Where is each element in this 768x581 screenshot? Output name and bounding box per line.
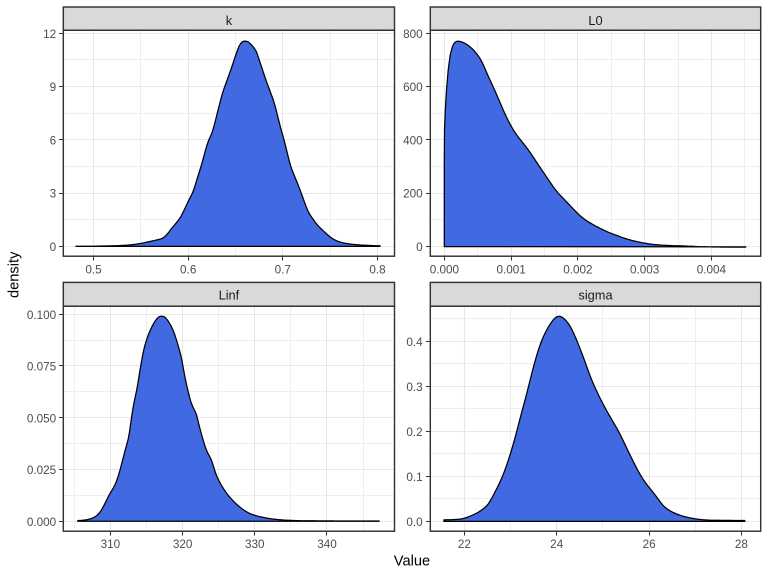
svg-text:0.5: 0.5 xyxy=(85,264,102,277)
svg-text:0.004: 0.004 xyxy=(697,264,727,277)
svg-text:330: 330 xyxy=(245,538,265,551)
svg-text:320: 320 xyxy=(173,538,193,551)
svg-text:Value: Value xyxy=(394,554,430,570)
svg-text:0.025: 0.025 xyxy=(27,464,57,477)
svg-text:0.075: 0.075 xyxy=(27,361,57,374)
svg-text:0.2: 0.2 xyxy=(406,426,422,439)
svg-text:0.6: 0.6 xyxy=(180,264,196,277)
svg-text:0.0: 0.0 xyxy=(406,516,423,529)
svg-text:600: 600 xyxy=(403,81,423,94)
svg-text:L0: L0 xyxy=(588,13,602,28)
svg-text:density: density xyxy=(6,251,22,298)
svg-text:0.8: 0.8 xyxy=(369,264,386,277)
svg-text:k: k xyxy=(226,13,233,28)
svg-text:0.003: 0.003 xyxy=(630,264,659,277)
svg-text:sigma: sigma xyxy=(578,288,613,303)
svg-text:0: 0 xyxy=(50,241,57,254)
svg-text:0.3: 0.3 xyxy=(406,381,422,394)
svg-text:12: 12 xyxy=(43,28,56,41)
svg-text:0: 0 xyxy=(416,241,423,254)
svg-text:26: 26 xyxy=(643,538,656,551)
svg-text:0.002: 0.002 xyxy=(563,264,592,277)
svg-text:400: 400 xyxy=(403,134,423,147)
svg-text:200: 200 xyxy=(403,188,423,201)
svg-text:340: 340 xyxy=(317,538,337,551)
svg-text:0.001: 0.001 xyxy=(496,264,525,277)
svg-text:310: 310 xyxy=(101,538,121,551)
svg-text:22: 22 xyxy=(458,538,471,551)
svg-text:0.000: 0.000 xyxy=(430,264,460,277)
svg-text:3: 3 xyxy=(50,188,57,201)
svg-text:24: 24 xyxy=(550,538,564,551)
svg-text:0.7: 0.7 xyxy=(275,264,291,277)
svg-text:28: 28 xyxy=(735,538,749,551)
svg-text:Linf: Linf xyxy=(219,288,240,303)
svg-text:9: 9 xyxy=(50,81,57,94)
svg-text:0.050: 0.050 xyxy=(27,412,57,425)
svg-text:0.000: 0.000 xyxy=(27,516,57,529)
svg-text:0.100: 0.100 xyxy=(27,309,57,322)
svg-text:6: 6 xyxy=(50,134,57,147)
svg-text:0.4: 0.4 xyxy=(406,336,423,349)
svg-text:0.1: 0.1 xyxy=(406,471,422,484)
svg-text:800: 800 xyxy=(403,28,423,41)
